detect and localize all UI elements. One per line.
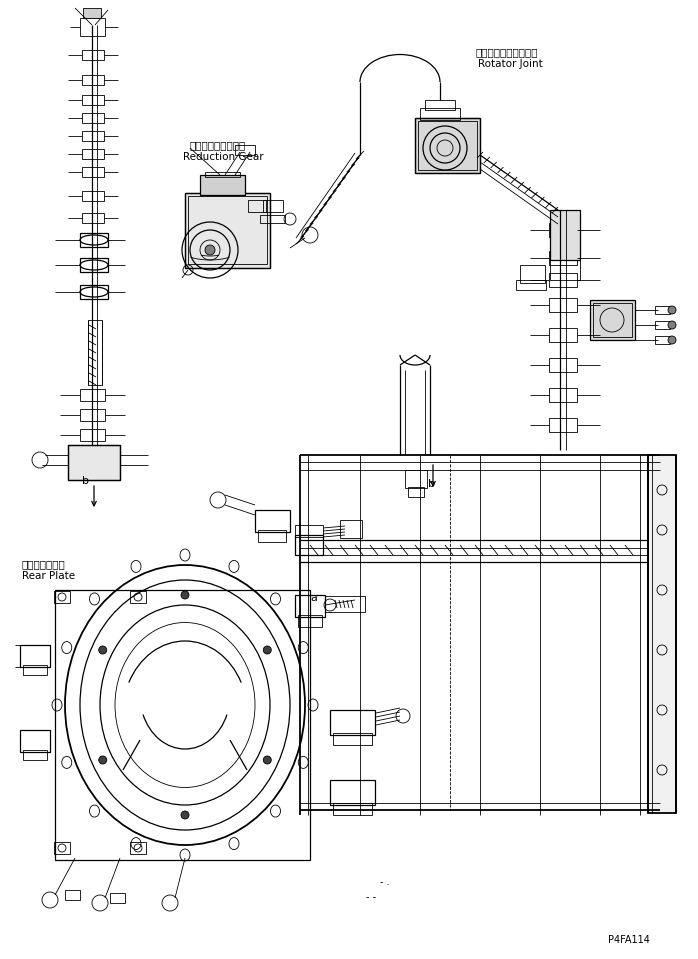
Bar bbox=[80, 285, 108, 299]
Bar bbox=[298, 615, 322, 627]
Text: リダクションギヤー: リダクションギヤー bbox=[189, 140, 245, 150]
Bar bbox=[295, 525, 323, 537]
Text: b: b bbox=[428, 479, 435, 489]
Bar bbox=[82, 131, 104, 141]
Bar bbox=[82, 167, 104, 177]
Text: a: a bbox=[310, 593, 317, 603]
Circle shape bbox=[181, 591, 189, 599]
Bar bbox=[516, 280, 546, 290]
Bar bbox=[425, 100, 455, 110]
Bar bbox=[420, 108, 460, 120]
Bar bbox=[80, 233, 108, 247]
Bar bbox=[258, 530, 286, 542]
Bar bbox=[23, 665, 47, 675]
Bar bbox=[82, 149, 104, 159]
Bar bbox=[80, 258, 108, 272]
Bar bbox=[415, 118, 480, 173]
Bar bbox=[550, 210, 580, 260]
Bar bbox=[68, 445, 120, 480]
Bar bbox=[263, 200, 283, 212]
Bar bbox=[185, 193, 270, 268]
Bar bbox=[20, 730, 50, 752]
Bar bbox=[655, 321, 670, 329]
Bar bbox=[80, 429, 105, 441]
Bar bbox=[549, 418, 577, 432]
Bar bbox=[549, 358, 577, 372]
Text: - -: - - bbox=[366, 892, 376, 902]
Bar bbox=[248, 200, 266, 212]
Bar bbox=[23, 750, 47, 760]
Bar bbox=[405, 470, 427, 488]
Bar bbox=[549, 388, 577, 402]
Bar bbox=[235, 145, 255, 155]
Bar bbox=[330, 780, 375, 805]
Text: Reduction Gear: Reduction Gear bbox=[183, 152, 264, 162]
Bar bbox=[408, 487, 424, 497]
Bar bbox=[655, 336, 670, 344]
Bar bbox=[330, 710, 375, 735]
Bar bbox=[82, 213, 104, 223]
Text: Rear Plate: Rear Plate bbox=[22, 571, 75, 581]
Circle shape bbox=[98, 646, 107, 654]
Bar bbox=[83, 8, 101, 18]
Circle shape bbox=[668, 321, 676, 329]
Bar bbox=[200, 175, 245, 195]
Bar bbox=[82, 50, 104, 60]
Bar bbox=[655, 306, 670, 314]
Bar bbox=[185, 193, 270, 268]
Bar bbox=[648, 455, 676, 813]
Bar bbox=[188, 196, 267, 264]
Circle shape bbox=[98, 756, 107, 764]
Bar bbox=[333, 803, 372, 815]
Text: - .: - . bbox=[380, 877, 389, 887]
Circle shape bbox=[205, 245, 215, 255]
Bar bbox=[340, 520, 362, 538]
Bar bbox=[593, 303, 632, 337]
Bar bbox=[333, 733, 372, 745]
Bar bbox=[549, 251, 577, 265]
Bar bbox=[80, 409, 105, 421]
Bar bbox=[82, 95, 104, 105]
Bar bbox=[295, 595, 325, 617]
Bar bbox=[82, 191, 104, 201]
Circle shape bbox=[668, 306, 676, 314]
Bar bbox=[549, 223, 577, 237]
Circle shape bbox=[263, 756, 272, 764]
Bar bbox=[590, 300, 635, 340]
Circle shape bbox=[668, 336, 676, 344]
Bar bbox=[295, 535, 323, 555]
Text: ローテータジョイント: ローテータジョイント bbox=[475, 47, 537, 57]
Circle shape bbox=[263, 646, 272, 654]
Bar bbox=[54, 591, 70, 603]
Bar bbox=[550, 260, 580, 280]
Bar bbox=[260, 215, 285, 223]
Bar bbox=[205, 172, 240, 177]
Circle shape bbox=[181, 811, 189, 819]
Text: b: b bbox=[82, 476, 89, 486]
Bar bbox=[80, 18, 105, 36]
Bar bbox=[549, 273, 577, 287]
Bar bbox=[520, 265, 545, 283]
Bar bbox=[82, 75, 104, 85]
Bar bbox=[65, 890, 80, 900]
Bar bbox=[415, 118, 480, 173]
Bar bbox=[130, 842, 146, 854]
Text: P4FA114: P4FA114 bbox=[608, 935, 650, 945]
Bar bbox=[88, 320, 102, 385]
Bar bbox=[82, 113, 104, 123]
Bar bbox=[80, 389, 105, 401]
Bar bbox=[54, 842, 70, 854]
Text: リヤープレート: リヤープレート bbox=[22, 559, 66, 569]
Bar bbox=[549, 328, 577, 342]
Bar bbox=[549, 298, 577, 312]
Bar bbox=[110, 893, 125, 903]
Bar bbox=[255, 510, 290, 532]
Bar bbox=[325, 596, 365, 612]
Bar bbox=[20, 645, 50, 667]
Text: Rotator Joint: Rotator Joint bbox=[478, 59, 543, 69]
Bar bbox=[418, 121, 477, 170]
Bar bbox=[130, 591, 146, 603]
Bar bbox=[68, 445, 120, 480]
